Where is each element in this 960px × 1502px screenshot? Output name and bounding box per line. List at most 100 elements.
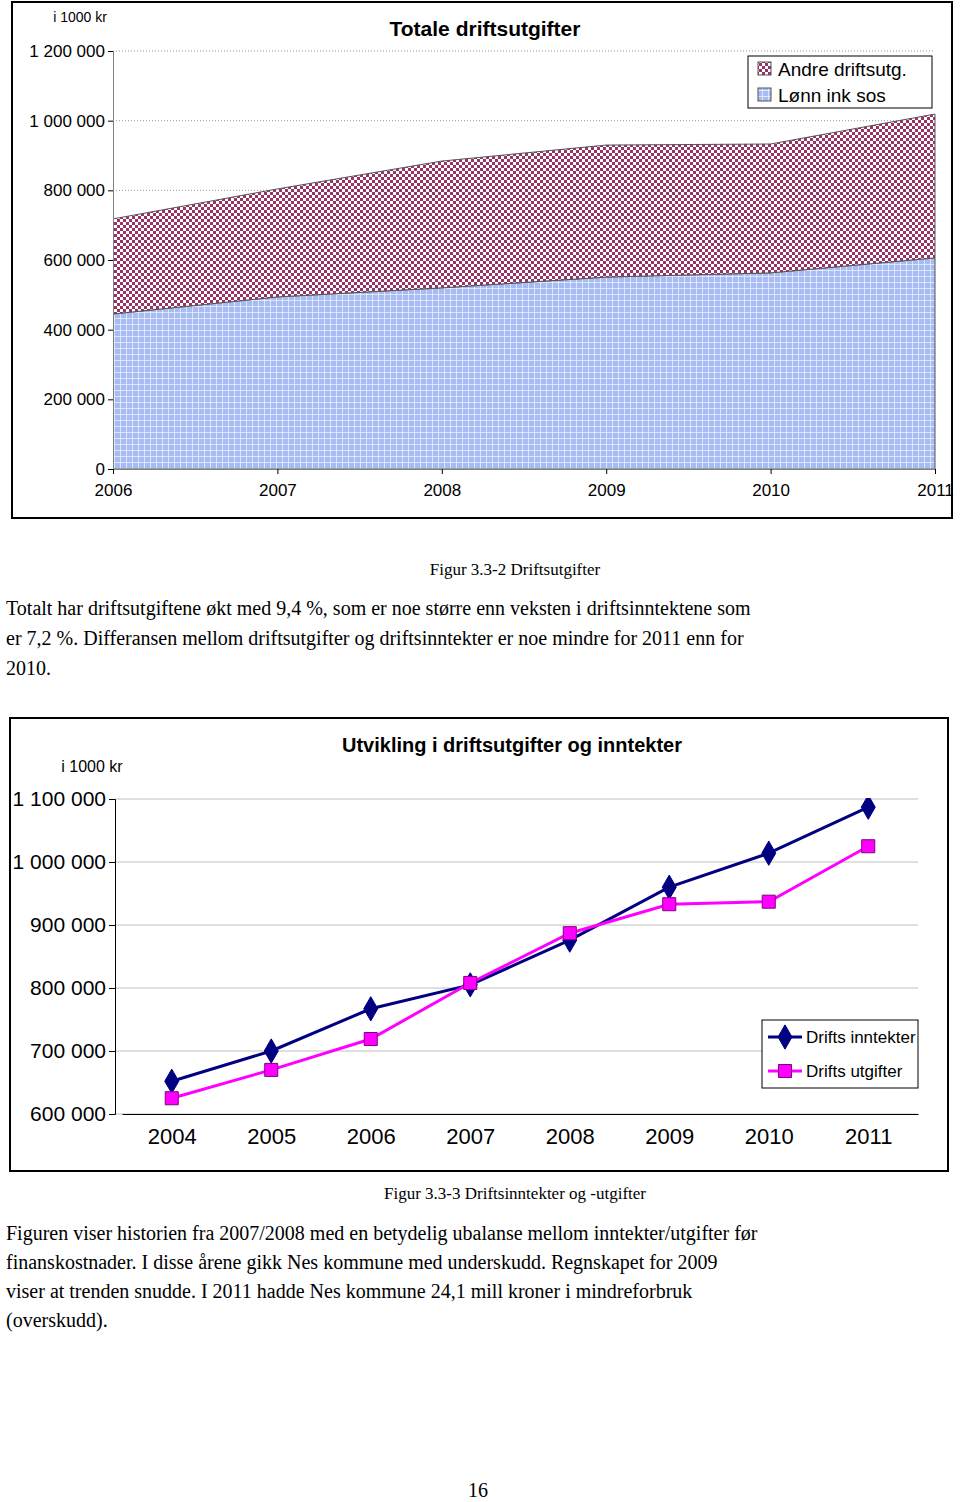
paragraph-line: finanskostnader. I disse årene gikk Nes …: [6, 1251, 718, 1274]
legend-box: [762, 1020, 918, 1088]
marker: [264, 1039, 278, 1063]
x-tick-mark: [935, 469, 936, 474]
y-tick-mark: [108, 260, 113, 261]
y-tick-mark: [109, 799, 115, 800]
x-axis: 2006 2007 2008 2009 2010 2011: [95, 469, 954, 500]
x-tick: 2011: [917, 469, 954, 500]
area: [113, 114, 935, 314]
paragraph-line: Figuren viser historien fra 2007/2008 me…: [6, 1222, 758, 1245]
x-tick-label: 2011: [845, 1124, 892, 1149]
caption: Figur 3.3-2 Driftsutgifter: [430, 560, 601, 579]
x-tick: 2007: [259, 469, 297, 500]
y-axis: 600 000 700 000 800 000 900 000 1 000 000 1 1…: [13, 787, 116, 1125]
x-tick: 2010: [745, 1114, 794, 1149]
x-tick: 2006: [95, 469, 133, 500]
x-tick: 2009: [645, 1114, 694, 1149]
page-svg: 0 200 000 400 000 600 000 800 000 1 000 000 1 …: [0, 0, 960, 1502]
y-tick-label: 600 000: [30, 1102, 106, 1125]
marker: [778, 1025, 792, 1049]
paragraph-line: (overskudd).: [6, 1309, 108, 1332]
marker: [662, 875, 676, 899]
legend-swatch: [758, 88, 771, 101]
x-tick: 2008: [546, 1114, 595, 1149]
paragraph-line: Totalt har driftsutgiftene økt med 9,4 %…: [6, 597, 751, 620]
x-tick: 2006: [347, 1114, 396, 1149]
x-tick-label: 2006: [95, 481, 133, 500]
marks: [113, 114, 935, 469]
grid-line: [113, 120, 935, 121]
legend-box: [748, 56, 932, 108]
y-tick-label: 1 100 000: [13, 787, 106, 810]
y-tick-mark: [109, 988, 115, 989]
y-tick-mark: [108, 399, 113, 400]
y-tick: 800 000: [30, 976, 115, 999]
chart-title: Utvikling i driftsutgifter og inntekter: [342, 734, 682, 756]
x-tick-label: 2010: [752, 481, 790, 500]
x-tick-label: 2006: [347, 1124, 396, 1149]
y-tick: 600 000: [30, 1102, 115, 1125]
marker: [862, 840, 875, 853]
y-tick-mark: [109, 1114, 115, 1115]
grid-line: [115, 799, 918, 800]
grid-line: [113, 51, 935, 52]
x-axis: 2004 2005 2006 2007 2008 2009 2010 2011: [123, 1114, 919, 1149]
y-tick: 1 200 000: [29, 42, 113, 61]
legend-label: Lønn ink sos: [778, 85, 886, 106]
grid: [115, 799, 918, 1114]
legend: Drifts inntekterDrifts utgifter: [762, 1020, 918, 1088]
y-tick-label: 800 000: [44, 181, 105, 200]
y-tick: 0: [96, 460, 113, 479]
x-tick: 2007: [446, 1114, 495, 1149]
y-axis-line: [108, 52, 114, 470]
chart: 0 200 000 400 000 600 000 800 000 1 000 000 1 …: [12, 2, 954, 518]
grid: [113, 51, 935, 469]
x-tick: 2009: [588, 469, 626, 500]
legend-swatch: [758, 62, 771, 75]
x-tick-label: 2009: [588, 481, 626, 500]
marker: [463, 973, 477, 997]
y-tick-label: 900 000: [30, 913, 106, 936]
y-tick-mark: [109, 925, 115, 926]
marker: [861, 798, 875, 819]
x-tick: 2010: [752, 469, 790, 500]
y-tick: 700 000: [30, 1039, 115, 1062]
chart-title: Totale driftsutgifter: [390, 17, 581, 40]
x-tick-label: 2008: [423, 481, 461, 500]
x-tick: 2005: [247, 1114, 296, 1149]
grid-line: [115, 1114, 918, 1115]
y-tick-label: 700 000: [30, 1039, 106, 1062]
x-tick-mark: [606, 469, 607, 474]
x-tick-mark: [442, 469, 443, 474]
y-tick: 1 000 000: [13, 850, 115, 873]
y-tick-mark: [108, 190, 113, 191]
y-axis-label: i 1000 kr: [61, 758, 123, 775]
x-axis-line: [123, 1114, 919, 1115]
page-number: 16: [468, 1479, 488, 1501]
grid-line: [115, 988, 918, 989]
legend-label: Andre driftsutg.: [778, 59, 907, 80]
grid-line: [115, 925, 918, 926]
x-axis-line: [114, 470, 936, 475]
y-tick: 200 000: [44, 390, 113, 409]
y-tick: 900 000: [30, 913, 115, 936]
caption: Figur 3.3-3 Driftsinntekter og -utgifter: [384, 1184, 646, 1203]
y-tick: 600 000: [44, 251, 113, 270]
y-tick-mark: [108, 330, 113, 331]
x-tick: 2004: [148, 1114, 197, 1149]
paragraph-line: viser at trenden snudde. I 2011 hadde Ne…: [6, 1280, 692, 1302]
marker: [265, 1063, 278, 1076]
chart-frame: [12, 2, 952, 518]
chart: 600 000 700 000 800 000 900 000 1 000 000 1 1…: [10, 718, 948, 1171]
y-tick: 400 000: [44, 321, 113, 340]
y-tick-label: 600 000: [44, 251, 105, 270]
x-tick-label: 2005: [247, 1124, 296, 1149]
x-tick-label: 2007: [446, 1124, 495, 1149]
marker: [165, 1069, 179, 1093]
marker: [165, 1092, 178, 1105]
legend-label: Drifts utgifter: [806, 1062, 903, 1081]
paragraph-line: 2010.: [6, 657, 51, 679]
x-tick-label: 2008: [546, 1124, 595, 1149]
x-tick: 2008: [423, 469, 461, 500]
y-tick: 1 000 000: [29, 112, 113, 131]
y-tick-label: 0: [96, 460, 105, 479]
